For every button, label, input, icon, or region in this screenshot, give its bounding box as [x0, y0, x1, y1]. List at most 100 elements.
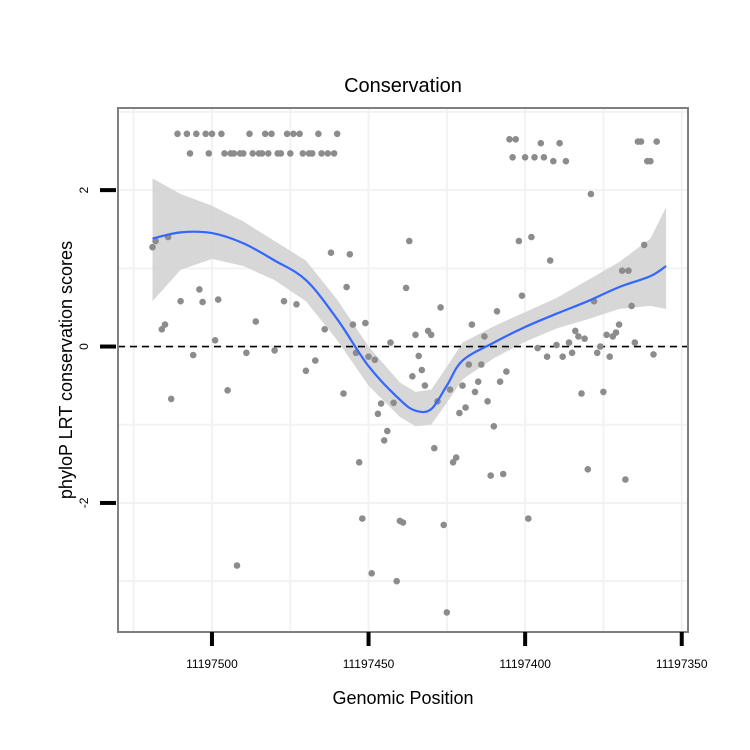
- data-point: [312, 357, 319, 364]
- data-point: [534, 344, 541, 352]
- data-point: [503, 368, 510, 375]
- data-point: [496, 378, 504, 386]
- data-point: [615, 321, 623, 328]
- data-point: [315, 130, 322, 138]
- data-point: [246, 130, 253, 138]
- x-tick-label: 11197350: [656, 657, 708, 671]
- data-point: [186, 150, 194, 157]
- data-point: [362, 319, 369, 327]
- data-point: [550, 157, 557, 165]
- confidence-band: [152, 178, 667, 427]
- data-point: [518, 292, 526, 300]
- data-point: [487, 472, 495, 479]
- data-point: [625, 267, 632, 275]
- data-point: [481, 333, 488, 340]
- data-point: [650, 351, 657, 358]
- data-point: [280, 297, 288, 305]
- data-point: [515, 237, 523, 245]
- x-axis: 11197500 11197450 11197400 11197350: [186, 632, 708, 671]
- data-point: [359, 515, 366, 522]
- data-point: [584, 466, 592, 473]
- data-point: [553, 341, 560, 349]
- data-point: [565, 339, 573, 346]
- data-point: [252, 318, 260, 325]
- data-point: [406, 237, 413, 245]
- data-point: [214, 296, 222, 303]
- data-point: [221, 150, 228, 157]
- data-point: [199, 298, 206, 306]
- data-point: [587, 190, 595, 198]
- y-axis-label: phyloP LRT conservation scores: [56, 241, 76, 499]
- data-point: [618, 267, 626, 275]
- data-point: [559, 353, 566, 361]
- data-point: [380, 437, 388, 444]
- data-point: [327, 249, 335, 256]
- data-point: [597, 343, 604, 350]
- data-point: [499, 470, 507, 478]
- data-point: [230, 150, 238, 157]
- data-point: [365, 353, 372, 361]
- data-point: [421, 382, 429, 389]
- data-point: [471, 388, 479, 396]
- data-point: [440, 521, 448, 529]
- data-point: [158, 326, 166, 333]
- grid-lines: [118, 108, 688, 632]
- data-point: [581, 335, 588, 343]
- data-point: [537, 139, 545, 147]
- data-point: [277, 150, 285, 157]
- data-point: [540, 154, 548, 161]
- data-point: [452, 454, 460, 461]
- data-point: [293, 301, 300, 308]
- data-point: [324, 150, 332, 157]
- data-point: [449, 459, 457, 466]
- data-point: [321, 326, 329, 333]
- data-point: [302, 367, 310, 375]
- data-point: [506, 136, 513, 143]
- panel-border: [117, 107, 689, 633]
- data-point: [468, 321, 476, 328]
- data-point: [340, 390, 347, 397]
- data-point: [308, 150, 316, 157]
- confidence-band-layer: [152, 178, 667, 427]
- data-point: [525, 515, 532, 522]
- data-point: [622, 476, 629, 483]
- data-point: [462, 404, 469, 411]
- data-point: [640, 241, 648, 249]
- data-point: [167, 395, 175, 403]
- data-point: [287, 150, 294, 157]
- data-point: [437, 304, 444, 311]
- data-point: [393, 577, 401, 585]
- data-point: [374, 410, 382, 418]
- data-point: [368, 570, 376, 577]
- data-point: [161, 321, 169, 328]
- data-point: [258, 150, 266, 157]
- data-point: [283, 130, 291, 138]
- data-point: [183, 130, 191, 138]
- data-point: [384, 427, 391, 435]
- data-point: [224, 387, 231, 394]
- data-point: [512, 136, 519, 143]
- data-point: [177, 297, 184, 305]
- data-point: [268, 130, 275, 138]
- data-point: [402, 284, 410, 292]
- y-tick-label: -2: [77, 497, 91, 508]
- smooth-line-layer: [152, 230, 667, 414]
- data-point: [418, 366, 426, 374]
- data-point: [568, 349, 576, 357]
- data-point: [271, 347, 278, 354]
- data-point: [243, 349, 250, 357]
- data-point: [330, 150, 338, 157]
- data-point: [318, 150, 325, 157]
- data-point: [249, 150, 256, 157]
- data-point: [343, 283, 350, 291]
- data-point: [603, 331, 610, 339]
- data-point: [600, 388, 607, 396]
- data-point: [647, 157, 654, 165]
- data-point: [456, 409, 463, 417]
- data-point: [521, 154, 529, 161]
- data-point: [202, 130, 209, 138]
- data-point: [218, 130, 225, 138]
- data-point: [355, 459, 363, 466]
- data-point: [205, 150, 213, 157]
